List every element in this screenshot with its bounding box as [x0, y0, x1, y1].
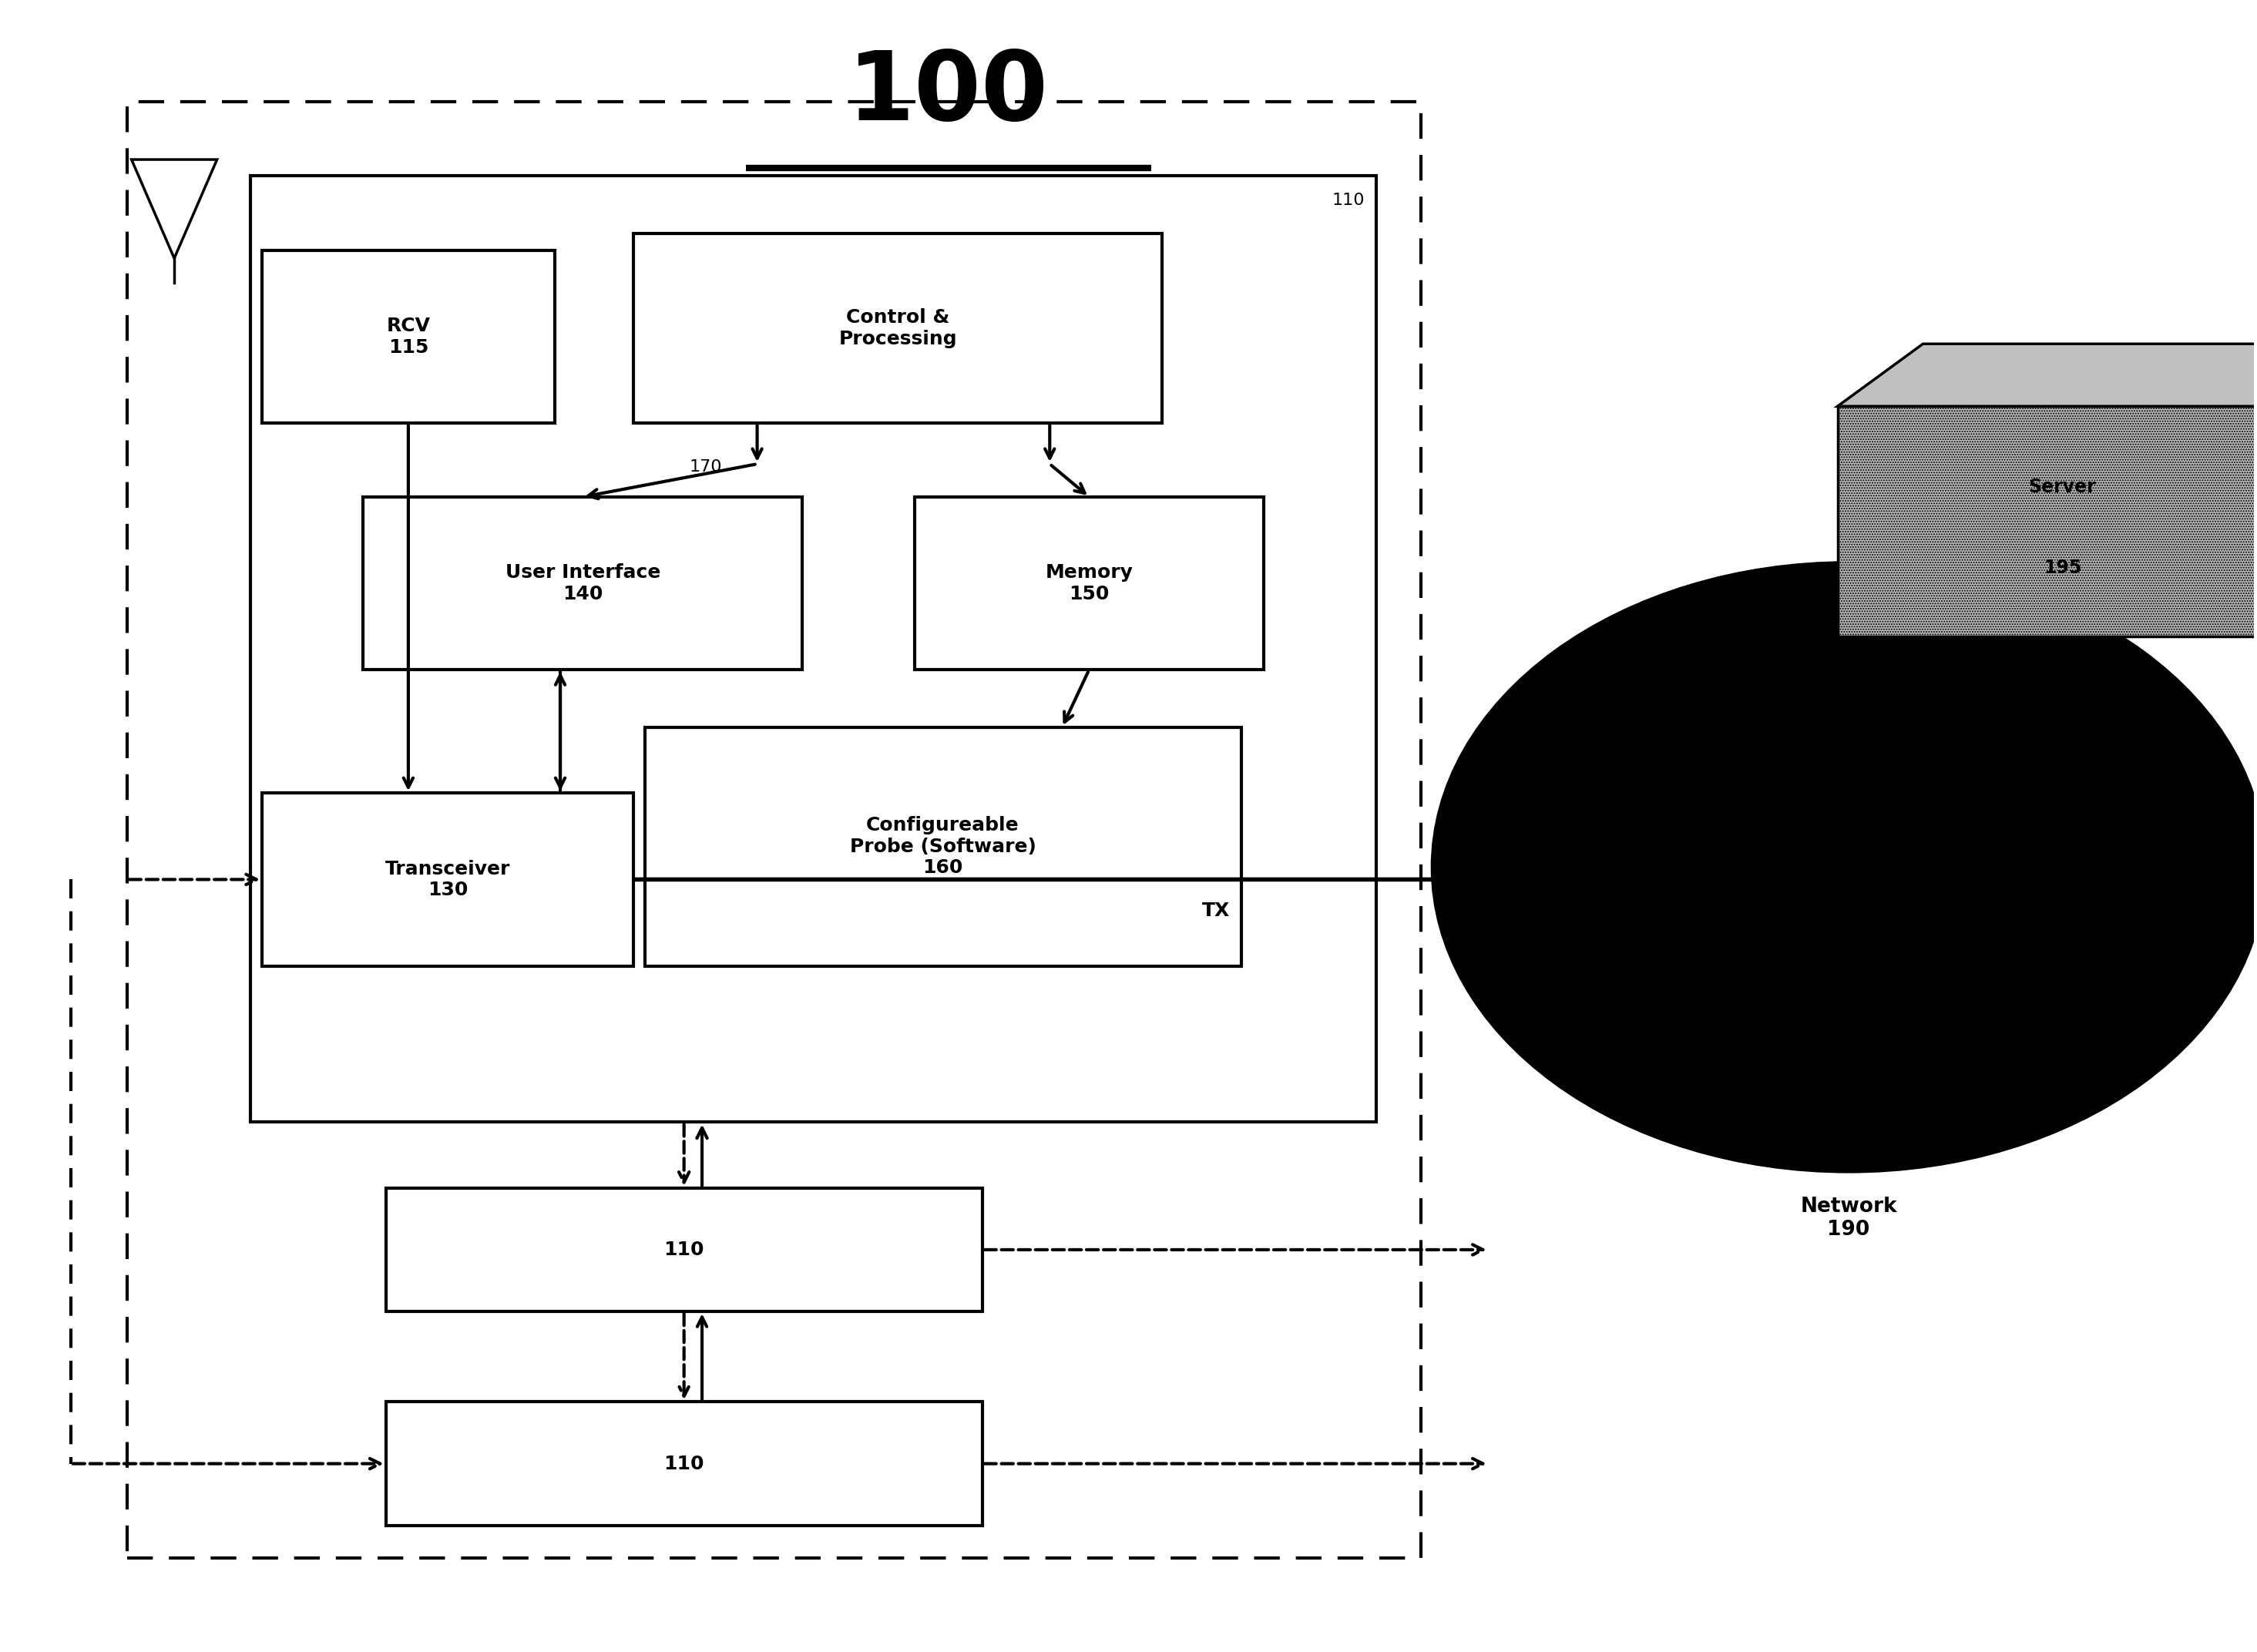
Text: Memory
150: Memory 150 [1045, 563, 1133, 603]
Text: 100: 100 [849, 48, 1050, 140]
FancyBboxPatch shape [386, 1188, 982, 1312]
Text: 195: 195 [2043, 558, 2081, 577]
Text: 110: 110 [1332, 192, 1365, 208]
Text: 110: 110 [664, 1454, 704, 1474]
Polygon shape [131, 160, 217, 258]
FancyBboxPatch shape [1837, 406, 2257, 636]
Polygon shape [1837, 344, 2257, 406]
Text: Configureable
Probe (Software)
160: Configureable Probe (Software) 160 [849, 816, 1036, 877]
Text: 110: 110 [664, 1241, 704, 1259]
Text: TX: TX [1201, 902, 1230, 920]
FancyBboxPatch shape [386, 1403, 982, 1525]
FancyBboxPatch shape [251, 177, 1377, 1122]
Text: User Interface
140: User Interface 140 [506, 563, 661, 603]
Text: 170: 170 [691, 459, 722, 476]
Text: Server: Server [2029, 477, 2097, 496]
Text: Transceiver
130: Transceiver 130 [386, 859, 510, 899]
FancyBboxPatch shape [126, 102, 1422, 1558]
FancyBboxPatch shape [914, 497, 1264, 669]
Text: Communicatio
ns Link
180: Communicatio ns Link 180 [1478, 836, 1634, 897]
Text: '120: '120 [1440, 904, 1476, 920]
Text: Control &
Processing: Control & Processing [840, 309, 957, 349]
FancyBboxPatch shape [262, 793, 634, 966]
FancyBboxPatch shape [363, 497, 801, 669]
FancyBboxPatch shape [634, 233, 1162, 423]
Text: Network
190: Network 190 [1801, 1196, 1898, 1239]
Text: RCV
115: RCV 115 [386, 317, 431, 357]
Circle shape [1433, 563, 2257, 1171]
FancyBboxPatch shape [262, 249, 555, 423]
FancyBboxPatch shape [646, 727, 1241, 966]
